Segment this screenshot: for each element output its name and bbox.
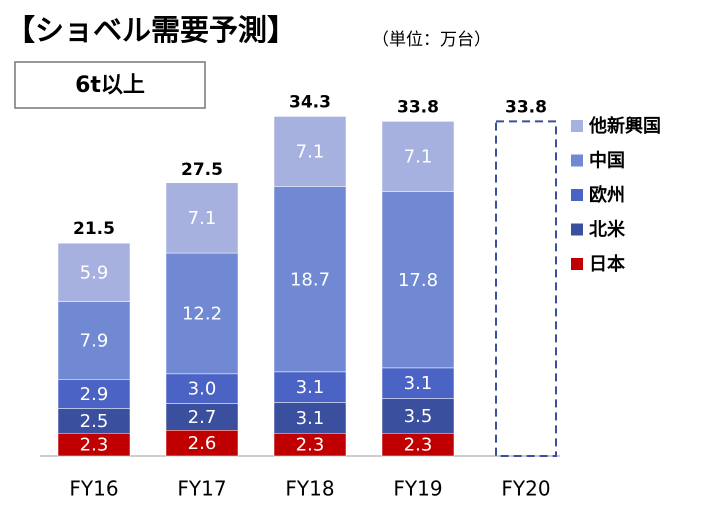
segment-label: 2.7 [188, 407, 217, 428]
chart-title: 【ショベル需要予測】 [6, 13, 296, 47]
segment-label: 3.1 [296, 377, 325, 398]
bar-segment [165, 373, 239, 404]
segment-label: 5.9 [80, 262, 109, 283]
annotation: 6t以上 [75, 73, 145, 98]
legend-label: 他新興国 [588, 115, 661, 137]
total-label: 33.8 [505, 97, 547, 117]
bar-segment [381, 367, 455, 399]
segment-label: 7.1 [296, 142, 325, 163]
x-tick-label: FY20 [501, 477, 550, 501]
bar-segment [165, 252, 239, 375]
legend-label: 中国 [589, 150, 625, 172]
legend-swatch [571, 120, 583, 132]
segment-label: 2.3 [404, 435, 433, 456]
segment-label: 7.9 [80, 331, 109, 352]
bar-segment [57, 379, 131, 409]
segment-label: 2.5 [80, 411, 109, 432]
chart-subtitle: （単位：万台） [372, 30, 491, 50]
legend-swatch [571, 223, 583, 236]
x-tick-label: FY16 [69, 477, 118, 501]
bar-segment [165, 430, 239, 457]
legend-swatch [571, 154, 583, 167]
legend-label: 北米 [589, 219, 626, 241]
bar-segment [381, 191, 455, 369]
bar-segment [381, 121, 455, 192]
total-label: 27.5 [181, 160, 223, 180]
segment-label: 3.5 [404, 406, 433, 427]
segment-label: 3.0 [188, 379, 217, 400]
segment-label: 2.3 [296, 435, 325, 456]
segment-label: 7.1 [404, 147, 433, 168]
segment-label: 17.8 [398, 270, 438, 291]
segment-label: 2.9 [80, 384, 109, 405]
bar-segment [273, 371, 347, 403]
legend-label: 欧州 [589, 184, 625, 206]
total-label: 21.5 [73, 219, 115, 239]
x-tick-label: FY19 [393, 477, 442, 501]
bar-segment [273, 116, 347, 187]
total-label: 34.3 [289, 92, 331, 112]
bar-segment [165, 403, 239, 431]
segment-label: 3.1 [404, 373, 433, 394]
segment-label: 3.1 [296, 408, 325, 429]
legend-swatch [571, 258, 583, 270]
bar-segment [57, 408, 131, 434]
bar-segment [273, 186, 347, 373]
total-label: 33.8 [397, 97, 439, 117]
segment-label: 12.2 [182, 303, 222, 324]
bar-segment [165, 182, 239, 254]
segment-label: 18.7 [290, 269, 330, 290]
segment-label: 2.3 [80, 435, 109, 456]
bar-segment [57, 301, 131, 381]
annotation-box [14, 61, 206, 109]
bar-segment [273, 402, 347, 434]
forecast-bar [495, 120, 557, 457]
x-tick-label: FY18 [285, 477, 334, 501]
segment-label: 2.6 [188, 433, 217, 454]
legend-swatch [571, 189, 583, 201]
x-tick-label: FY17 [177, 477, 226, 501]
segment-label: 7.1 [188, 208, 217, 229]
legend-label: 日本 [589, 253, 625, 275]
bar-segment [57, 242, 131, 302]
